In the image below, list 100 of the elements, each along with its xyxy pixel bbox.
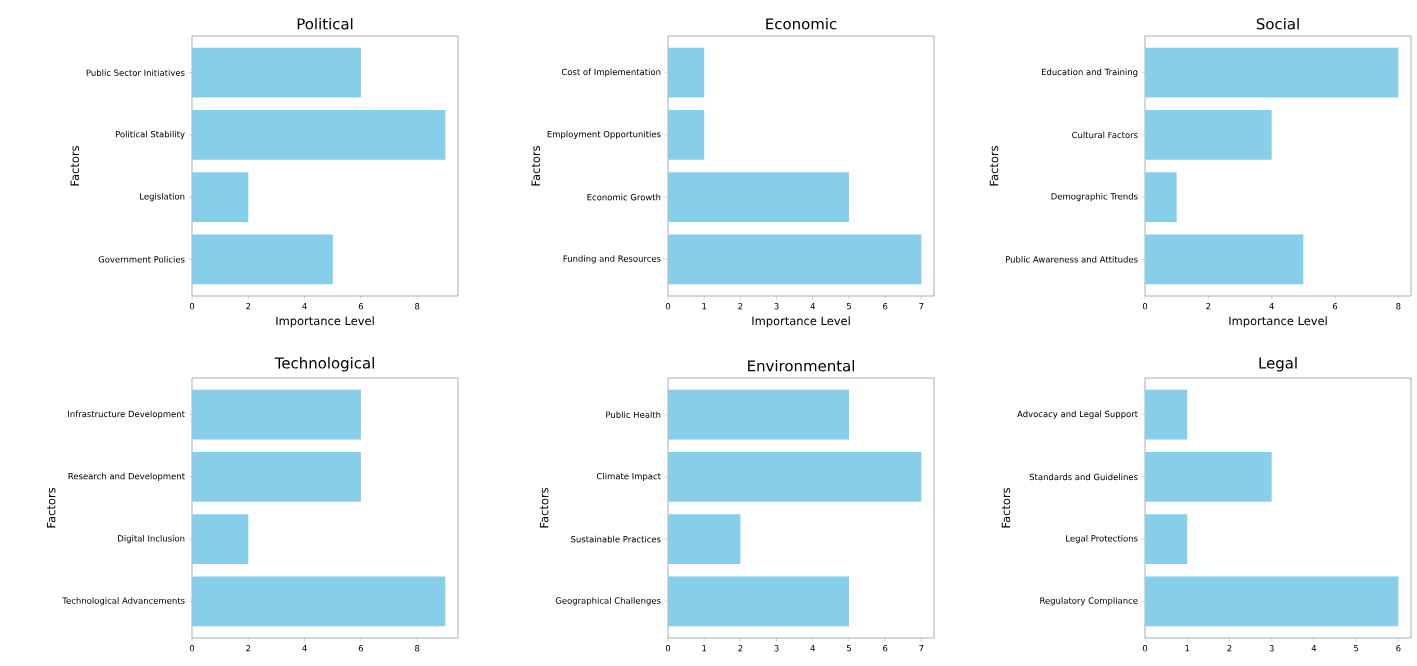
y-tick-label: Research and Development [68, 472, 185, 481]
x-tick-label: 0 [1142, 303, 1148, 310]
x-tick-label: 2 [246, 645, 251, 652]
x-tick-label: 6 [358, 645, 364, 652]
y-tick-label: Economic Growth [587, 193, 661, 201]
x-tick-label: 4 [302, 645, 307, 652]
y-axis-title: Factors [531, 146, 541, 186]
chart-title: Social [1256, 17, 1299, 30]
y-tick-label: Funding and Resources [563, 255, 661, 264]
bar [668, 514, 741, 564]
y-tick-label: Geographical Challenges [555, 597, 661, 606]
x-tick-label: 4 [302, 303, 307, 310]
x-tick-label: 2 [1227, 645, 1232, 652]
bar [668, 234, 922, 285]
chart-title: Environmental [748, 359, 855, 372]
x-tick-label: 2 [738, 645, 743, 652]
y-axis-title: Factors [989, 146, 999, 186]
y-tick-label: Digital Inclusion [118, 535, 185, 544]
bar [1145, 47, 1399, 98]
x-tick-label: 8 [415, 303, 420, 310]
bar [1145, 576, 1399, 627]
chart-title: Technological [274, 357, 374, 372]
y-tick-label: Cultural Factors [1072, 131, 1138, 139]
x-tick-label: 0 [665, 303, 671, 310]
bar [192, 452, 361, 502]
x-tick-label: 0 [665, 645, 671, 652]
x-tick-label: 1 [702, 645, 707, 652]
x-tick-label: 2 [246, 303, 251, 310]
x-axis-title: Importance Level [276, 316, 374, 328]
bar [668, 47, 705, 98]
x-tick-label: 2 [738, 303, 743, 310]
bar [668, 389, 849, 440]
x-tick-label: 4 [810, 303, 815, 310]
x-tick-label: 8 [1396, 303, 1401, 310]
x-axis-title: Importance Level [752, 316, 850, 328]
y-tick-label: Legal Protections [1066, 535, 1138, 544]
bar [192, 110, 446, 160]
y-axis-title: Factors [1001, 488, 1011, 528]
bar [192, 47, 361, 98]
x-tick-label: 6 [358, 303, 364, 310]
y-tick-label: Advocacy and Legal Support [1017, 410, 1138, 419]
x-tick-label: 1 [702, 303, 707, 310]
y-tick-label: Technological Advancements [62, 597, 185, 606]
x-tick-label: 5 [846, 645, 851, 652]
x-tick-label: 8 [415, 645, 420, 652]
y-tick-label: Standards and Guidelines [1029, 473, 1138, 481]
y-tick-label: Political Stability [115, 130, 185, 139]
x-tick-label: 3 [774, 645, 779, 652]
bar [668, 172, 849, 222]
x-tick-label: 0 [1142, 645, 1148, 652]
bar [192, 576, 446, 627]
y-tick-label: Sustainable Practices [571, 535, 661, 543]
x-tick-label: 2 [1206, 303, 1211, 310]
y-axis-title: Factors [46, 488, 56, 528]
y-axis-title: Factors [70, 146, 80, 186]
y-tick-label: Government Policies [98, 256, 185, 263]
x-tick-label: 6 [883, 645, 888, 652]
bar [668, 452, 922, 502]
y-tick-label: Education and Training [1041, 68, 1138, 77]
bar [1145, 389, 1188, 440]
y-tick-label: Cost of Implementation [561, 68, 661, 77]
y-axis-title: Factors [539, 488, 549, 528]
y-tick-label: Climate Impact [596, 472, 661, 481]
chart-title: Political [297, 17, 353, 30]
x-tick-label: 4 [1311, 645, 1317, 652]
chart-title: Economic [766, 17, 837, 30]
bar [1145, 172, 1177, 222]
x-tick-label: 6 [1396, 645, 1401, 652]
x-axis-title: Importance Level [1229, 316, 1327, 328]
y-tick-label: Regulatory Compliance [1040, 597, 1138, 606]
y-tick-label: Demographic Trends [1051, 193, 1138, 202]
x-tick-label: 7 [919, 645, 924, 652]
bar [668, 576, 849, 627]
x-tick-label: 3 [774, 303, 779, 310]
y-tick-label: Legislation [140, 193, 185, 202]
x-tick-label: 5 [846, 303, 851, 310]
x-tick-label: 0 [189, 645, 195, 652]
x-tick-label: 7 [919, 303, 924, 310]
bar [668, 110, 705, 160]
bar [192, 234, 333, 285]
y-tick-label: Public Health [606, 411, 661, 418]
bar [192, 514, 249, 564]
bar [1145, 110, 1272, 160]
x-tick-label: 4 [1269, 303, 1274, 310]
y-tick-label: Employment Opportunities [547, 130, 661, 139]
bar [192, 172, 249, 222]
bar [1145, 234, 1304, 285]
x-tick-label: 6 [883, 303, 888, 310]
bar [192, 389, 361, 440]
y-tick-label: Public Awareness and Attitudes [1005, 256, 1138, 263]
x-tick-label: 3 [1269, 645, 1274, 652]
x-tick-label: 5 [1354, 645, 1359, 652]
x-tick-label: 0 [189, 303, 195, 310]
y-tick-label: Infrastructure Development [68, 410, 185, 419]
bar [1145, 514, 1188, 564]
bar [1145, 452, 1272, 502]
x-tick-label: 4 [810, 645, 815, 652]
x-tick-label: 6 [1332, 303, 1338, 310]
chart-title: Legal [1259, 357, 1297, 372]
y-tick-label: Public Sector Initiatives [86, 69, 185, 76]
